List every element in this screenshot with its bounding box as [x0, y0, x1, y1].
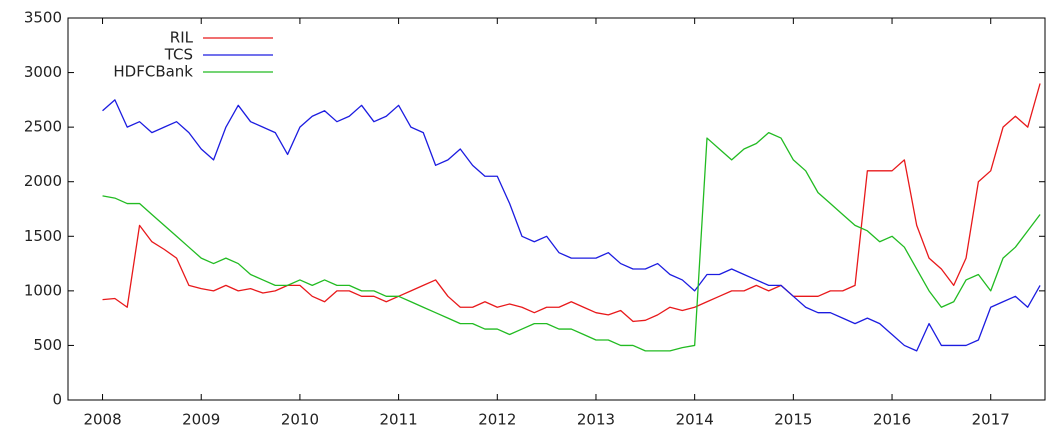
y-tick-label: 2000 — [24, 172, 62, 190]
y-tick-label: 3000 — [24, 63, 62, 81]
legend-label: TCS — [164, 46, 193, 64]
x-tick-label: 2016 — [873, 411, 911, 429]
x-tick-label: 2008 — [83, 411, 121, 429]
y-tick-label: 3500 — [24, 9, 62, 27]
x-tick-label: 2012 — [478, 411, 516, 429]
x-tick-label: 2010 — [281, 411, 319, 429]
x-tick-label: 2009 — [182, 411, 220, 429]
series-line — [102, 83, 1041, 323]
x-tick-label: 2014 — [676, 411, 714, 429]
series-line — [102, 131, 1041, 352]
series-line — [102, 99, 1041, 352]
legend-label: RIL — [170, 29, 194, 47]
plot-frame — [67, 17, 1046, 401]
y-tick-label: 2500 — [24, 118, 62, 136]
y-tick-label: 1500 — [24, 227, 62, 245]
y-tick-label: 0 — [52, 391, 62, 409]
y-tick-label: 500 — [33, 336, 62, 354]
x-tick-label: 2011 — [380, 411, 418, 429]
y-tick-label: 1000 — [24, 281, 62, 299]
x-tick-label: 2015 — [774, 411, 812, 429]
x-tick-label: 2013 — [577, 411, 615, 429]
legend-label: HDFCBank — [113, 63, 193, 81]
x-tick-label: 2017 — [972, 411, 1010, 429]
